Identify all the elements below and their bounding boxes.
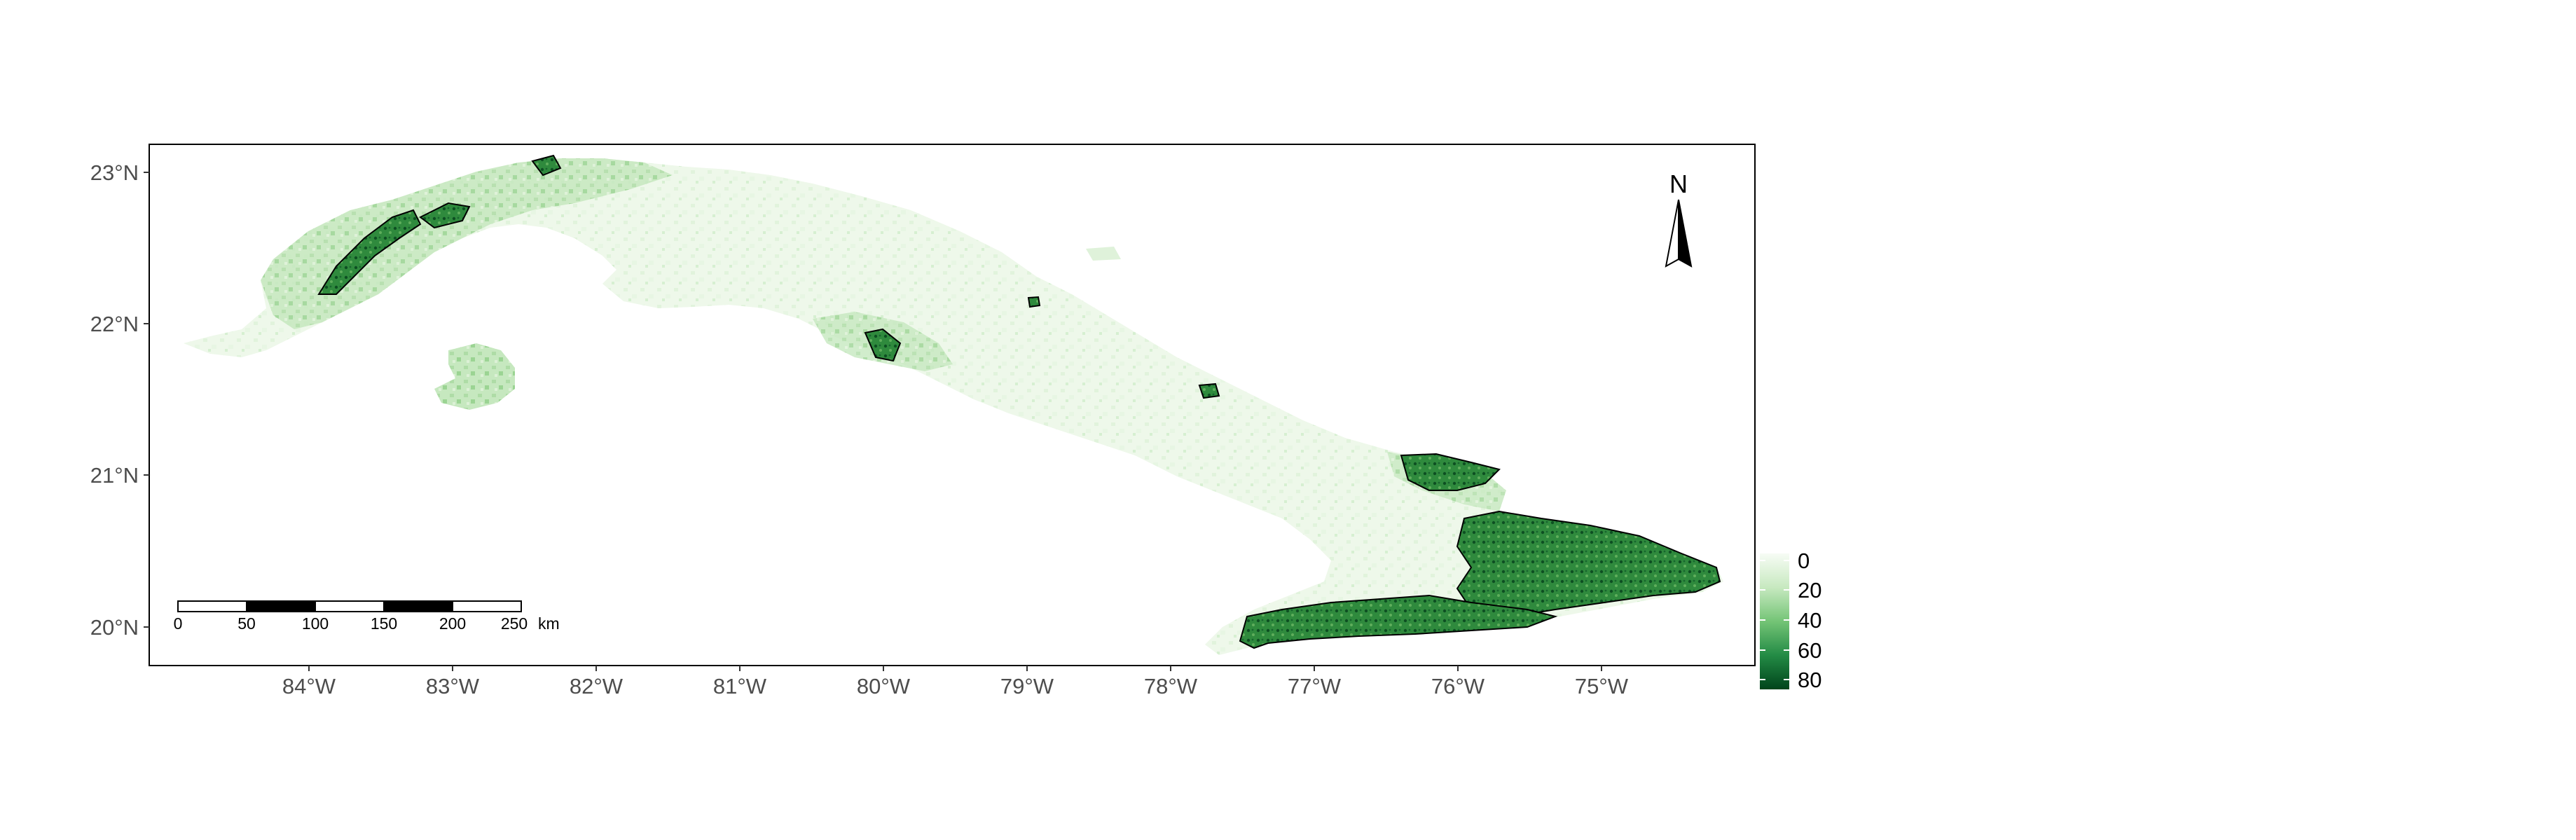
scale-tick-200: 200 (439, 614, 466, 633)
x-tick-label-81w: 81°W (713, 674, 767, 698)
x-tick-label-77w: 77°W (1288, 674, 1342, 698)
north-arrow-label: N (1669, 170, 1688, 198)
scale-tick-50: 50 (237, 614, 256, 633)
oriente-dense-region (1456, 510, 1721, 618)
scale-tick-150: 150 (371, 614, 397, 633)
legend-label-40: 40 (1798, 608, 1821, 633)
scale-tick-250: 250 (501, 614, 528, 633)
y-axis: 23°N 22°N 21°N 20°N (90, 160, 149, 640)
y-tick-label-21n: 21°N (90, 463, 139, 488)
legend-color-bar (1760, 553, 1789, 689)
western-region (261, 158, 673, 329)
x-tick-label-84w: 84°W (282, 674, 336, 698)
small-patch-1 (1198, 383, 1220, 399)
x-axis: 84°W 83°W 82°W 81°W 80°W 79°W 78°W 77°W … (282, 666, 1629, 698)
scale-tick-0: 0 (174, 614, 183, 633)
small-patch-2 (1027, 296, 1041, 308)
x-tick-label-83w: 83°W (426, 674, 480, 698)
legend: 0 20 40 60 80 (1760, 549, 1821, 692)
x-tick-label-76w: 76°W (1431, 674, 1485, 698)
escambray-region (864, 328, 902, 362)
scale-unit: km (538, 614, 560, 633)
north-coast-patch (531, 154, 562, 177)
legend-label-60: 60 (1798, 638, 1821, 663)
north-arrow: N (1665, 170, 1693, 268)
cuba-landmass (184, 154, 1723, 655)
y-tick-label-22n: 22°N (90, 312, 139, 336)
guaniguanico-region (317, 209, 422, 295)
x-tick-label-78w: 78°W (1144, 674, 1198, 698)
x-tick-label-79w: 79°W (1000, 674, 1054, 698)
x-tick-label-82w: 82°W (570, 674, 624, 698)
legend-label-0: 0 (1798, 549, 1810, 573)
x-tick-label-75w: 75°W (1575, 674, 1629, 698)
legend-label-80: 80 (1798, 668, 1821, 692)
scale-tick-100: 100 (302, 614, 329, 633)
isla-juventud (434, 343, 515, 410)
scale-bar: 0 50 100 150 200 250 km (174, 600, 560, 633)
cuba-main-island (184, 158, 1723, 655)
cays-north (1086, 247, 1121, 261)
northwest-ridge (419, 202, 471, 229)
y-tick-label-23n: 23°N (90, 160, 139, 185)
legend-label-20: 20 (1798, 578, 1821, 603)
y-tick-label-20n: 20°N (90, 615, 139, 640)
sierra-maestra-region (1239, 594, 1558, 649)
x-tick-label-80w: 80°W (857, 674, 911, 698)
nipe-region (1400, 453, 1501, 491)
